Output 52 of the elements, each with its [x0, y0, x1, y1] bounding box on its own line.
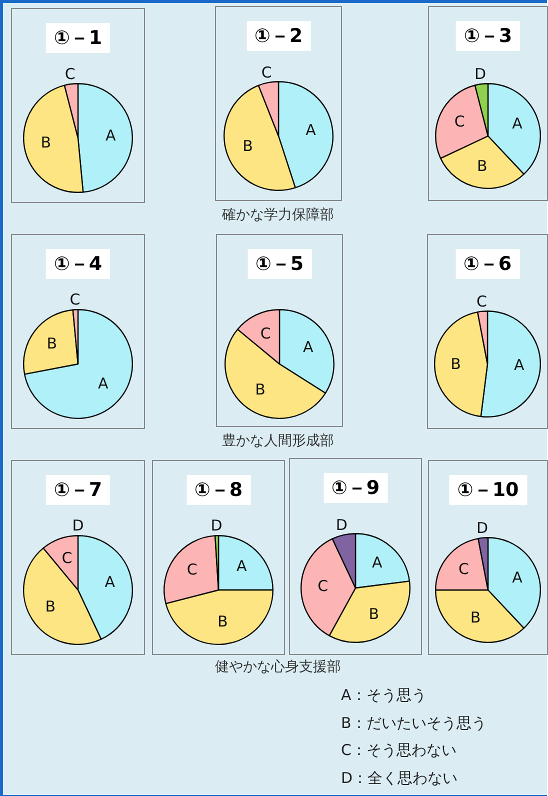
slice-label: A [302, 338, 314, 356]
slice-label: C [476, 292, 487, 310]
slice-label: A [306, 120, 317, 139]
slice-label: B [470, 608, 481, 627]
chart-title: ①－1 [46, 23, 110, 53]
slice-label: C [70, 290, 80, 309]
chart-title: ①－3 [456, 21, 520, 51]
chart-title: ①－2 [246, 21, 311, 51]
slice-label: B [368, 604, 379, 623]
slice-label: C [454, 112, 465, 131]
text: 豊かな人間形成部 [222, 432, 334, 450]
slice-label: C [260, 324, 271, 342]
text: D：全く思わない [341, 768, 458, 788]
slice-label: D [474, 64, 486, 83]
slice-label: A [512, 568, 524, 586]
slice-label: D [476, 518, 488, 537]
text: 確かな学力保障部 [222, 206, 334, 224]
slice-label: A [105, 126, 116, 144]
slice-label: A [372, 553, 383, 572]
chart-title: ①－4 [46, 249, 110, 279]
slice-label: B [242, 136, 253, 155]
chart-title: ①－7 [46, 475, 110, 505]
text: A：そう思う [341, 686, 426, 705]
slice-label: D [210, 516, 222, 535]
slice-label: D [336, 516, 348, 534]
slice-label: C [458, 560, 470, 578]
slice-label: C [186, 560, 198, 579]
chart-title: ①－5 [247, 249, 312, 279]
slice-label: C [64, 64, 76, 83]
slice-label: C [62, 549, 72, 568]
slice-label: B [450, 354, 461, 373]
chart-title: ①－8 [186, 475, 251, 505]
slice-label: A [512, 114, 524, 132]
slice-label: B [476, 156, 488, 175]
slice-label: B [255, 380, 266, 398]
chart-title: ①－6 [455, 249, 520, 279]
text: C：そう思わない [341, 741, 456, 760]
legend-label: D [72, 516, 84, 534]
slice-label: A [98, 374, 110, 393]
slice-label: A [236, 556, 248, 575]
slice-label: B [45, 597, 56, 616]
slice-label: A [104, 572, 116, 591]
chart-title: ①－10 [449, 475, 527, 505]
slice-label: C [318, 576, 328, 595]
slice-label: C [261, 64, 272, 82]
slice-label: B [40, 134, 51, 152]
slice-label: B [46, 334, 58, 352]
slice-label: B [217, 612, 228, 630]
chart-title: ①－9 [323, 473, 388, 503]
text: 健やかな心身支援部 [215, 658, 341, 676]
text: B：だいたいそう思う [341, 714, 486, 732]
slice-label: A [514, 356, 526, 374]
